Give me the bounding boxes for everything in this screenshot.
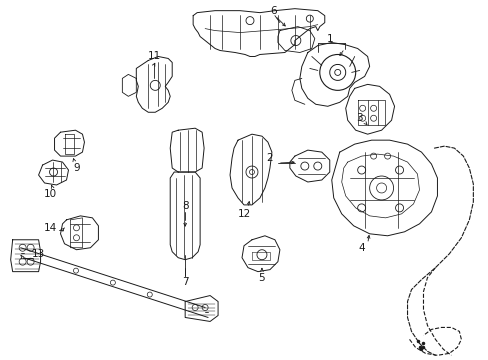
- Text: 5: 5: [258, 273, 264, 283]
- Text: 3: 3: [356, 113, 362, 123]
- Text: 7: 7: [182, 276, 188, 287]
- Text: 2: 2: [266, 153, 273, 163]
- Text: 6: 6: [270, 6, 277, 15]
- Text: 10: 10: [44, 189, 57, 199]
- Text: 13: 13: [32, 249, 45, 259]
- Text: 1: 1: [326, 33, 332, 44]
- Text: 4: 4: [358, 243, 364, 253]
- Text: 11: 11: [147, 51, 161, 62]
- Text: 14: 14: [44, 223, 57, 233]
- Text: 9: 9: [73, 163, 80, 173]
- Text: 12: 12: [237, 209, 250, 219]
- Text: 8: 8: [182, 201, 188, 211]
